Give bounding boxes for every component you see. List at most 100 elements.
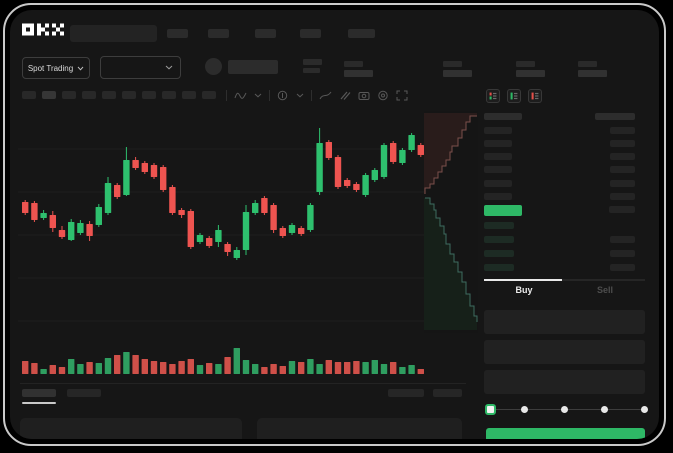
chevron-down-icon	[77, 66, 84, 71]
bid-price-1[interactable]	[484, 222, 514, 229]
chevron-down-icon[interactable]	[296, 93, 304, 98]
stat-2-label	[443, 61, 462, 67]
coin-avatar	[205, 58, 222, 75]
timeframe-1[interactable]	[22, 91, 36, 99]
divider	[226, 90, 227, 101]
device-frame: Spot Trading	[3, 3, 666, 446]
buy-submit-button[interactable]	[486, 428, 645, 439]
orderbook-header-left	[484, 113, 522, 120]
timeframe-5[interactable]	[102, 91, 116, 99]
ask-price-3[interactable]	[484, 153, 512, 160]
slider-dot-2[interactable]	[560, 405, 568, 413]
stat-3-label	[516, 61, 535, 67]
bottom-tab-1-underline	[22, 402, 56, 404]
bid-price-2[interactable]	[484, 236, 514, 243]
volume-chart[interactable]	[18, 338, 428, 375]
camera-icon[interactable]	[358, 90, 370, 101]
app-screen: Spot Trading	[10, 10, 659, 439]
timeframe-9[interactable]	[182, 91, 196, 99]
ask-amount-2	[610, 140, 635, 147]
timeframe-6[interactable]	[122, 91, 136, 99]
order-form-field-1[interactable]	[484, 310, 645, 334]
ask-amount-1	[610, 127, 635, 134]
price-mini-2	[303, 68, 320, 73]
orderbook-buy-icon[interactable]	[507, 89, 521, 103]
ask-price-4[interactable]	[484, 166, 512, 173]
ask-amount-3	[610, 153, 635, 160]
bid-amount-2	[610, 236, 635, 243]
stat-1-value	[344, 70, 373, 77]
nav-item-3[interactable]	[255, 29, 276, 38]
bid-amount-4	[610, 264, 635, 271]
orderbook-sell-icon[interactable]	[528, 89, 542, 103]
pair-selector-dropdown[interactable]	[100, 56, 181, 79]
nav-item-4[interactable]	[300, 29, 321, 38]
bid-price-4[interactable]	[484, 264, 514, 271]
candlestick-chart[interactable]	[18, 111, 428, 341]
fullscreen-icon[interactable]	[396, 90, 408, 101]
indicator-icon[interactable]	[277, 90, 289, 101]
bid-price-3[interactable]	[484, 250, 514, 257]
bottom-tab-2[interactable]	[67, 389, 101, 397]
chevron-down-icon	[165, 65, 173, 70]
order-form-field-2[interactable]	[484, 340, 645, 364]
bottom-panel-2	[257, 418, 462, 439]
timeframe-2-selected[interactable]	[42, 91, 56, 99]
order-form-field-3[interactable]	[484, 370, 645, 394]
tab-sell[interactable]: Sell	[596, 285, 613, 295]
orderbook-header-right	[595, 113, 635, 120]
stat-1-label	[344, 61, 363, 67]
spot-trading-dropdown[interactable]: Spot Trading	[22, 57, 90, 79]
orderbook-view-toggles	[486, 89, 542, 103]
nav-item-2[interactable]	[208, 29, 229, 38]
sell-tab-track	[562, 279, 645, 281]
stat-4-value	[578, 70, 607, 77]
slider-dot-1[interactable]	[520, 405, 528, 413]
depth-chart[interactable]	[424, 111, 478, 333]
slider-dot-3[interactable]	[600, 405, 608, 413]
tab-buy[interactable]: Buy	[515, 285, 533, 295]
timeframe-10[interactable]	[202, 91, 216, 99]
trendline-icon[interactable]	[319, 90, 332, 101]
chevron-down-icon[interactable]	[254, 93, 262, 98]
bid-amount-3	[610, 250, 635, 257]
bottom-link-1[interactable]	[388, 389, 424, 397]
bottom-tab-1[interactable]	[22, 389, 56, 397]
ask-amount-5	[610, 180, 635, 187]
ask-amount-6	[610, 193, 635, 200]
chart-toolbar	[226, 89, 408, 102]
slider-handle[interactable]	[485, 404, 496, 415]
nav-item-5[interactable]	[348, 29, 375, 38]
price-mini-1	[303, 59, 322, 65]
section-divider	[20, 383, 466, 384]
ask-price-5[interactable]	[484, 180, 512, 187]
last-price-block	[484, 205, 522, 216]
timeframe-8[interactable]	[162, 91, 176, 99]
bottom-panel-1	[20, 418, 242, 439]
okx-logo[interactable]	[22, 23, 64, 36]
slider-track[interactable]	[491, 409, 644, 410]
slider-dot-4[interactable]	[640, 405, 648, 413]
settings-icon[interactable]	[377, 90, 389, 101]
ask-price-2[interactable]	[484, 140, 512, 147]
layers-icon[interactable]	[339, 90, 351, 101]
order-side-tabs: Buy Sell	[484, 279, 645, 305]
ask-amount-4	[610, 166, 635, 173]
search-bar-placeholder[interactable]	[70, 25, 157, 42]
timeframe-7[interactable]	[142, 91, 156, 99]
timeframe-4[interactable]	[82, 91, 96, 99]
chart-type-icon[interactable]	[234, 90, 247, 101]
orderbook-split-icon[interactable]	[486, 89, 500, 103]
bottom-link-2[interactable]	[433, 389, 462, 397]
ask-price-1[interactable]	[484, 127, 512, 134]
stat-4-label	[578, 61, 597, 67]
pair-name-placeholder	[228, 60, 278, 74]
stat-3-value	[516, 70, 545, 77]
divider	[269, 90, 270, 101]
nav-item-1[interactable]	[167, 29, 188, 38]
stat-2-value	[443, 70, 472, 77]
divider	[311, 90, 312, 101]
ask-price-6[interactable]	[484, 193, 512, 200]
buy-tab-indicator	[484, 279, 562, 281]
timeframe-3[interactable]	[62, 91, 76, 99]
